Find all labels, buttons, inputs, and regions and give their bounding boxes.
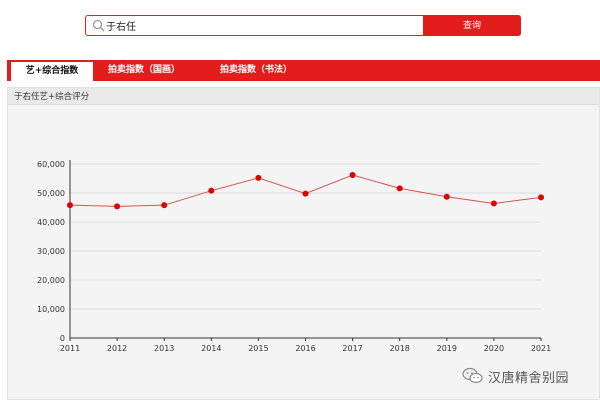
x-tick-label: 2018 — [390, 344, 410, 353]
x-tick-label: 2015 — [248, 344, 268, 353]
y-tick-label: 50,000 — [37, 189, 65, 198]
watermark-text: 汉唐精舍别园 — [488, 370, 570, 386]
data-point[interactable] — [396, 185, 403, 192]
data-point[interactable] — [255, 174, 262, 181]
x-tick-label: 2019 — [437, 344, 457, 353]
data-point[interactable] — [349, 172, 356, 179]
x-tick-label: 2016 — [295, 344, 315, 353]
data-point[interactable] — [490, 200, 497, 207]
tab-art-composite-index[interactable]: 艺+综合指数 — [11, 62, 93, 81]
search-bar: 查询 — [85, 15, 521, 36]
x-tick-labels: 2011 2012 2013 2014 2015 2016 2017 2018 2019 2020… — [60, 344, 551, 353]
data-point[interactable] — [538, 194, 544, 201]
search-icon — [92, 19, 105, 32]
panel-title: 于右任艺+综合评分 — [14, 92, 90, 102]
y-tick-label: 60,000 — [37, 160, 65, 169]
tab-auction-index-painting[interactable]: 拍卖指数（国画） — [107, 65, 180, 75]
data-points — [67, 172, 544, 210]
grid-lines — [70, 163, 541, 310]
data-point[interactable] — [302, 190, 309, 197]
watermark: 汉唐精舍别园 — [462, 366, 569, 386]
chart-panel: 于右任艺+综合评分 — [7, 87, 600, 400]
y-tick-label: 10,000 — [37, 305, 65, 314]
y-tick-labels: 0 10,000 20,000 30,000 40,000 50,000 60,000 — [37, 160, 65, 343]
x-tick-label: 2017 — [342, 344, 362, 353]
axes — [69, 160, 542, 341]
y-tick-label: 40,000 — [37, 218, 65, 227]
data-point[interactable] — [161, 202, 168, 209]
panel-header: 于右任艺+综合评分 — [8, 88, 599, 105]
tabs-bar: 艺+综合指数 拍卖指数（国画） 拍卖指数（书法） — [7, 60, 600, 81]
y-tick-label: 30,000 — [37, 247, 65, 256]
x-tick-label: 2014 — [201, 344, 221, 353]
y-tick-label: 0 — [60, 334, 65, 343]
x-tick-label: 2021 — [531, 344, 551, 353]
x-tick-label: 2020 — [484, 344, 504, 353]
wechat-icon — [462, 367, 483, 384]
search-input[interactable] — [106, 17, 416, 34]
data-point[interactable] — [114, 203, 121, 210]
tab-auction-index-calligraphy[interactable]: 拍卖指数（书法） — [219, 65, 292, 75]
data-point[interactable] — [443, 193, 450, 200]
search-button[interactable]: 查询 — [423, 15, 521, 36]
x-tick-label: 2012 — [107, 344, 127, 353]
data-point[interactable] — [67, 202, 73, 209]
y-tick-label: 20,000 — [37, 276, 65, 285]
x-tick-label: 2013 — [154, 344, 174, 353]
data-point[interactable] — [208, 187, 215, 194]
x-tick-label: 2011 — [60, 344, 80, 353]
